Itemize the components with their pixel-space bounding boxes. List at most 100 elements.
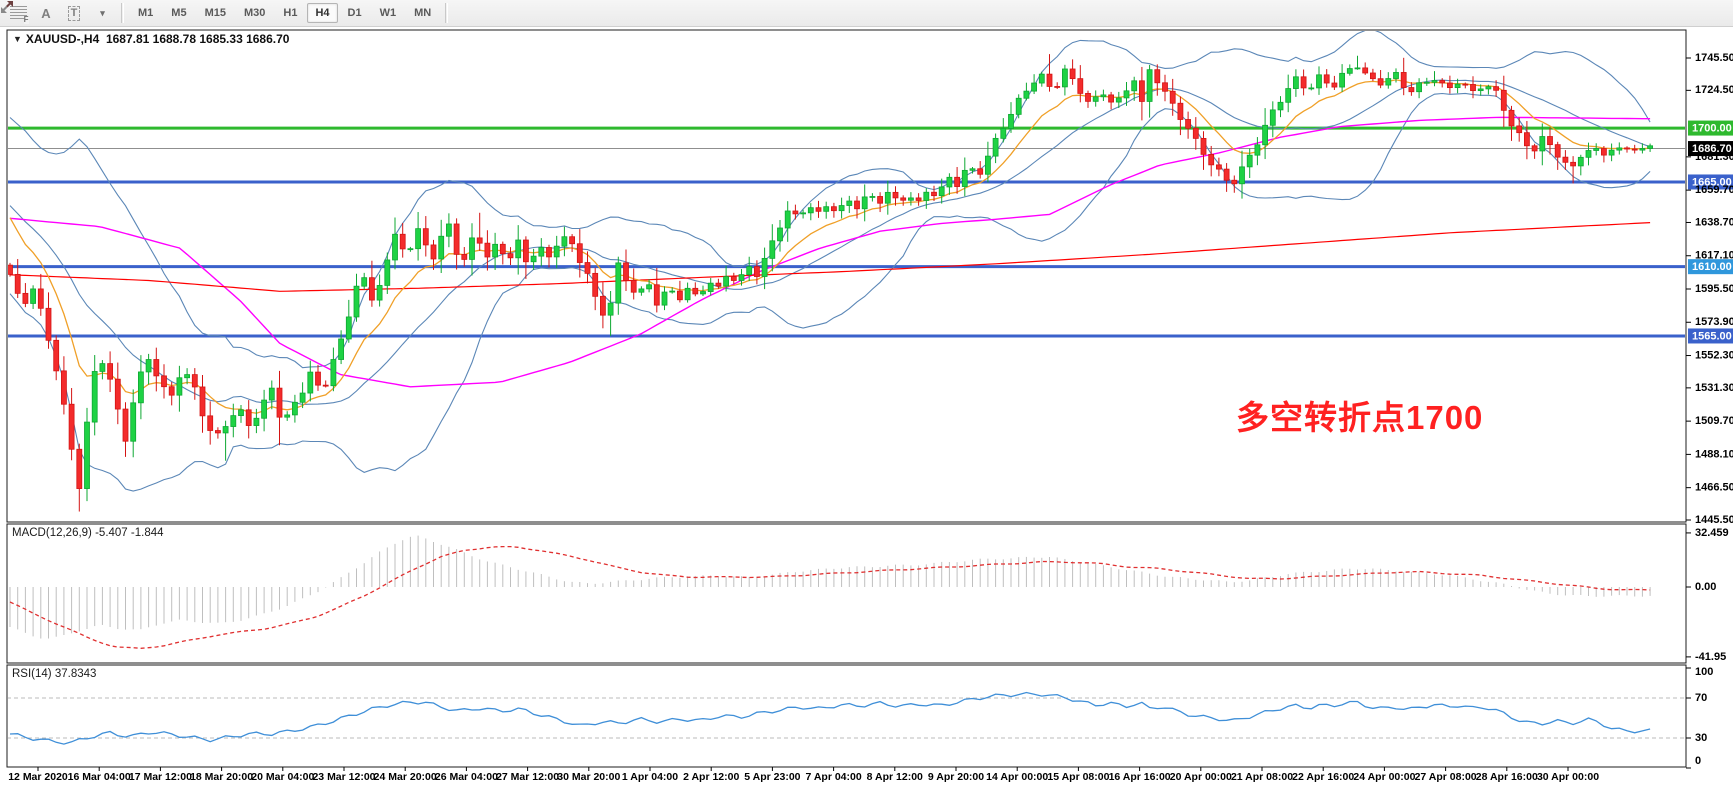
toolbar-separator	[445, 3, 449, 23]
macd-tick-label: 0.00	[1695, 581, 1716, 593]
price-tick-label: 1573.90	[1695, 316, 1733, 328]
timeframe-group: M1 M5 M15 M30 H1 H4 D1 W1 MN	[129, 3, 440, 23]
timeframe-button-M5[interactable]: M5	[171, 7, 187, 19]
ma-magenta	[9, 116, 1651, 388]
rsi-tick-label: 30	[1695, 732, 1707, 744]
rsi-value: 37.8343	[54, 668, 97, 680]
timeframe-button-D1[interactable]: D1	[347, 7, 362, 19]
symbol-dropdown-icon[interactable]: ▼	[13, 34, 22, 44]
chevron-down-icon[interactable]: ▾	[100, 7, 105, 18]
price-level-plate: 1700.00	[1692, 122, 1732, 134]
macd-histogram	[9, 535, 1651, 639]
price-tick-label: 1552.30	[1695, 349, 1733, 361]
time-tick-label: 24 Apr 00:00	[1353, 771, 1415, 783]
time-tick-label: 30 Mar 20:00	[557, 771, 620, 783]
macd-plot[interactable]	[6, 523, 1687, 664]
price-tick-label: 1595.50	[1695, 283, 1733, 295]
timeframe-button-H4[interactable]: H4	[307, 3, 338, 23]
macd-values: -5.407 -1.844	[95, 527, 164, 539]
templates-grid-button[interactable]: F	[6, 2, 30, 24]
macd-indicator-label: MACD(12,26,9) -5.407 -1.844	[12, 527, 164, 539]
time-tick-label: 15 Apr 08:00	[1047, 771, 1109, 783]
rsi-tick-label: 0	[1695, 755, 1701, 767]
price-tick-label: 1445.50	[1695, 514, 1733, 526]
price-level-plate: 1610.00	[1692, 261, 1732, 273]
macd-tick-label: -41.95	[1695, 651, 1726, 663]
ma-red	[9, 222, 1651, 292]
time-tick-label: 12 Mar 2020	[8, 771, 68, 783]
chart-title: ▼ XAUUSD-,H4 1687.81 1688.78 1685.33 1686…	[13, 32, 289, 46]
rsi-indicator-label: RSI(14) 37.8343	[12, 668, 97, 680]
time-tick-label: 7 Apr 04:00	[805, 771, 861, 783]
time-tick-label: 22 Apr 16:00	[1292, 771, 1354, 783]
macd-tick-label: 32.459	[1695, 527, 1729, 539]
price-tick-label: 1617.10	[1695, 250, 1733, 262]
timeframe-button-M30[interactable]: M30	[243, 7, 266, 19]
time-tick-label: 16 Mar 04:00	[68, 771, 131, 783]
time-axis[interactable]	[37, 767, 1569, 771]
timeframe-button-H1[interactable]: H1	[283, 7, 298, 19]
price-annotation-text: 多空转折点1700	[1236, 399, 1484, 436]
price-axis	[1686, 57, 1733, 521]
grid-dots-icon: F	[9, 6, 29, 24]
candles	[8, 54, 1653, 512]
time-tick-label: 24 Mar 20:00	[374, 771, 437, 783]
rsi-line	[9, 691, 1651, 745]
price-tick-label: 1638.70	[1695, 216, 1733, 228]
price-level-plate: 1565.00	[1692, 330, 1732, 342]
diagonal-arrows-icon	[1, 1, 13, 13]
time-tick-label: 26 Mar 04:00	[435, 771, 498, 783]
top-toolbar: F A T ▾ M1 M5 M15 M30 H1 H4 D1 W1 MN	[0, 0, 1733, 27]
text-box-icon: T	[67, 5, 81, 21]
time-tick-label: 18 Mar 20:00	[190, 771, 253, 783]
time-tick-label: 1 Apr 04:00	[622, 771, 678, 783]
main-chart-layers	[8, 31, 1685, 512]
price-tick-label: 1509.70	[1695, 415, 1733, 427]
price-level-plate: 1686.70	[1692, 143, 1732, 155]
ma-orange	[9, 79, 1651, 414]
time-tick-label: 9 Apr 20:00	[928, 771, 984, 783]
timeframe-button-W1[interactable]: W1	[379, 7, 397, 19]
timeframe-button-M1[interactable]: M1	[138, 7, 154, 19]
price-tick-label: 1681.30	[1695, 151, 1733, 163]
macd-signal-line	[9, 545, 1651, 649]
time-tick-label: 21 Apr 08:00	[1231, 771, 1293, 783]
time-tick-label: 20 Mar 04:00	[251, 771, 314, 783]
time-tick-label: 30 Apr 00:00	[1537, 771, 1599, 783]
macd-axis	[1686, 532, 1691, 658]
time-tick-label: 16 Apr 16:00	[1109, 771, 1171, 783]
text-label-button[interactable]: A	[41, 5, 51, 21]
macd-layers	[9, 535, 1651, 649]
rsi-tick-label: 70	[1695, 692, 1707, 704]
price-level-plate: 1665.00	[1692, 176, 1732, 188]
timeframe-button-MN[interactable]: MN	[414, 7, 432, 19]
rsi-plot[interactable]	[6, 664, 1687, 768]
timeframe-button-M15[interactable]: M15	[204, 7, 226, 19]
chart-symbol-label: XAUUSD-,H4	[25, 32, 100, 46]
time-tick-label: 2 Apr 12:00	[683, 771, 739, 783]
rsi-tick-label: 100	[1695, 666, 1713, 678]
objects-arrows-button[interactable]: ▾	[1, 1, 114, 24]
main-chart-plot[interactable]	[6, 29, 1687, 523]
toolbar-separator	[121, 3, 124, 23]
price-tick-label: 1659.70	[1695, 184, 1733, 196]
rsi-axis	[1686, 667, 1691, 769]
time-tick-label: 20 Apr 00:00	[1170, 771, 1232, 783]
price-tick-label: 1466.50	[1695, 482, 1733, 494]
time-tick-label: 27 Apr 08:00	[1415, 771, 1477, 783]
bollinger-bands	[9, 31, 1651, 492]
time-tick-label: 8 Apr 12:00	[867, 771, 923, 783]
time-tick-label: 17 Mar 12:00	[129, 771, 192, 783]
time-tick-label: 27 Mar 12:00	[496, 771, 559, 783]
time-tick-label: 14 Apr 00:00	[986, 771, 1048, 783]
price-tick-label: 1488.10	[1695, 448, 1733, 460]
price-tick-label: 1724.50	[1695, 84, 1733, 96]
time-tick-label: 23 Mar 12:00	[312, 771, 375, 783]
time-tick-label: 5 Apr 23:00	[744, 771, 800, 783]
rsi-layers	[8, 691, 1685, 745]
price-tick-label: 1745.50	[1695, 52, 1733, 64]
text-box-button[interactable]: T	[62, 2, 86, 24]
price-tick-label: 1531.30	[1695, 382, 1733, 394]
